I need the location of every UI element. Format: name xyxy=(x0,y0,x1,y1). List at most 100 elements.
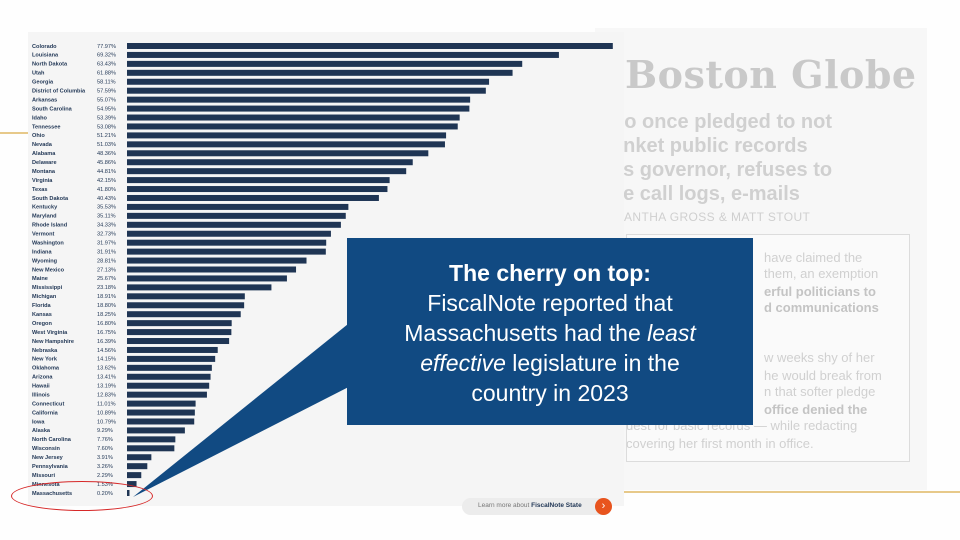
value-label: 51.03% xyxy=(97,142,116,148)
state-label: Arizona xyxy=(32,375,53,381)
bar xyxy=(127,43,613,49)
bar xyxy=(127,212,346,219)
bar xyxy=(127,69,513,76)
state-label: South Carolina xyxy=(32,106,73,112)
value-label: 16.75% xyxy=(97,330,116,336)
article-headline: ho once pledged to not anket public reco… xyxy=(612,110,922,206)
value-label: 25.67% xyxy=(97,276,116,282)
value-label: 3.91% xyxy=(97,455,113,461)
state-label: New Mexico xyxy=(32,267,65,273)
value-label: 10.89% xyxy=(97,410,116,416)
state-label: Alabama xyxy=(32,151,56,157)
bar xyxy=(127,284,272,291)
callout-line-1: FiscalNote reported that xyxy=(427,290,673,316)
state-label: District of Columbia xyxy=(32,89,86,95)
bar xyxy=(127,132,447,139)
state-label: Georgia xyxy=(32,80,54,86)
bar xyxy=(127,203,349,210)
value-label: 18.91% xyxy=(97,294,116,300)
state-label: Missouri xyxy=(32,473,55,479)
callout-line-4: country in 2023 xyxy=(471,380,629,406)
massachusetts-highlight-ring xyxy=(11,481,153,511)
state-label: Pennsylvania xyxy=(32,464,69,470)
state-label: Maryland xyxy=(32,214,57,220)
bar xyxy=(127,150,429,157)
headline-line: as governor, refuses to xyxy=(612,159,833,181)
state-label: Kentucky xyxy=(32,205,58,211)
value-label: 23.18% xyxy=(97,285,116,291)
arrow-right-icon: › xyxy=(595,498,612,515)
bar xyxy=(127,409,195,416)
value-label: 31.91% xyxy=(97,249,116,255)
value-label: 18.25% xyxy=(97,312,116,318)
state-label: Ohio xyxy=(32,133,45,139)
bar xyxy=(127,445,175,452)
value-label: 11.01% xyxy=(97,401,116,407)
bar xyxy=(127,194,379,201)
value-label: 16.80% xyxy=(97,321,116,327)
article-body-line: n that softer pledge xyxy=(764,384,876,399)
bar xyxy=(127,427,185,434)
value-label: 53.08% xyxy=(97,124,116,130)
value-label: 54.95% xyxy=(97,106,116,112)
bar xyxy=(127,400,196,407)
state-label: Maine xyxy=(32,276,48,282)
callout-tail-shape xyxy=(133,316,378,497)
callout-title: The cherry on top: xyxy=(449,260,651,286)
bar xyxy=(127,311,241,318)
state-label: Washington xyxy=(32,240,64,246)
bar xyxy=(127,248,326,255)
bar xyxy=(127,373,211,380)
bar xyxy=(127,87,486,94)
value-label: 27.13% xyxy=(97,267,116,273)
state-label: Nevada xyxy=(32,142,53,148)
article-body-line: w weeks shy of her xyxy=(764,350,875,365)
value-label: 18.80% xyxy=(97,303,116,309)
value-label: 35.11% xyxy=(97,214,116,220)
learn-more-button[interactable]: Learn more about FiscalNote State › xyxy=(462,498,612,515)
bar xyxy=(127,96,471,103)
state-label: Tennessee xyxy=(32,124,61,130)
value-label: 61.88% xyxy=(97,71,116,77)
state-label: North Dakota xyxy=(32,62,68,68)
state-label: Connecticut xyxy=(32,401,64,407)
gold-rule-bottom xyxy=(624,491,960,493)
bar xyxy=(127,463,148,470)
learn-more-text: Learn more about FiscalNote State xyxy=(478,502,582,509)
chart-panel: Colorado 77.97% Louisiana 69.32% North Dakot… xyxy=(28,32,624,515)
state-label: North Carolina xyxy=(32,437,72,443)
value-label: 13.41% xyxy=(97,375,116,381)
value-label: 7.60% xyxy=(97,446,113,452)
bar xyxy=(127,114,460,121)
bar xyxy=(127,355,216,362)
state-label: Mississippi xyxy=(32,285,63,291)
article-body-line: erful politicians to xyxy=(764,284,876,299)
state-label: Virginia xyxy=(32,178,53,184)
bar xyxy=(127,123,458,130)
article-body-line: he would break from xyxy=(764,368,882,383)
value-label: 42.15% xyxy=(97,178,116,184)
value-label: 3.26% xyxy=(97,464,113,470)
value-label: 51.21% xyxy=(97,133,116,139)
state-label: Utah xyxy=(32,71,45,77)
state-label: California xyxy=(32,410,59,416)
bar xyxy=(127,168,407,175)
state-label: Delaware xyxy=(32,160,57,166)
bar xyxy=(127,364,212,371)
value-label: 9.29% xyxy=(97,428,113,434)
value-label: 28.81% xyxy=(97,258,116,264)
state-label: Wisconsin xyxy=(32,446,61,452)
state-label: Alaska xyxy=(32,428,51,434)
state-label: Montana xyxy=(32,169,56,175)
value-label: 2.29% xyxy=(97,473,113,479)
value-label: 58.11% xyxy=(97,80,116,86)
value-label: 48.36% xyxy=(97,151,116,157)
bar xyxy=(127,320,232,327)
article-body-line: office denied the xyxy=(764,402,868,417)
value-label: 10.79% xyxy=(97,419,116,425)
state-label: Wyoming xyxy=(32,258,58,264)
bar xyxy=(127,338,230,345)
callout-box: The cherry on top: FiscalNote reported t… xyxy=(347,238,753,425)
state-label: Nebraska xyxy=(32,348,58,354)
